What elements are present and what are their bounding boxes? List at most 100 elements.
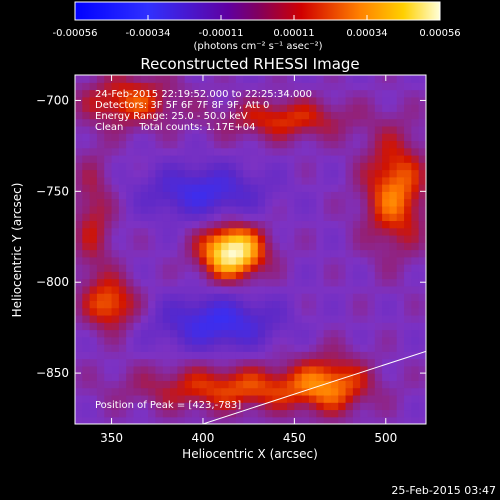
heatmap-cell (177, 89, 186, 98)
heatmap-cell (155, 242, 164, 251)
heatmap-cell (272, 234, 281, 243)
heatmap-cell (404, 198, 412, 207)
heatmap-cell (89, 351, 98, 360)
heatmap-cell (140, 380, 149, 389)
heatmap-cell (82, 118, 91, 127)
heatmap-cell (213, 278, 222, 287)
heatmap-cell (382, 133, 391, 142)
heatmap-cell (104, 278, 113, 287)
heatmap-cell (162, 234, 171, 243)
heatmap-cell (104, 264, 113, 272)
heatmap-cell (126, 358, 135, 367)
heatmap-cell (330, 271, 339, 280)
heatmap-cell (177, 220, 186, 229)
heatmap-cell (177, 373, 186, 381)
heatmap-cell (404, 336, 412, 345)
heatmap-cell (294, 365, 303, 374)
heatmap-cell (360, 329, 369, 338)
heatmap-cell (140, 402, 149, 411)
heatmap-cell (155, 89, 164, 98)
heatmap-cell (199, 300, 208, 309)
heatmap-cell (199, 322, 208, 331)
heatmap-cell (206, 205, 215, 214)
heatmap-cell (111, 213, 120, 222)
heatmap-cell (140, 314, 149, 323)
peak-position-label: Position of Peak = [423,-783] (95, 400, 241, 411)
heatmap-cell (287, 307, 295, 316)
heatmap-cell (382, 365, 391, 374)
heatmap-cell (213, 162, 222, 171)
heatmap-cell (192, 278, 200, 287)
heatmap-cell (396, 249, 405, 258)
heatmap-cell (184, 227, 193, 236)
heatmap-cell (360, 307, 369, 316)
heatmap-cell (316, 118, 325, 127)
colorbar-tick-label: 0.00056 (419, 28, 460, 39)
heatmap-cell (148, 96, 157, 105)
heatmap-cell (360, 344, 369, 352)
heatmap-cell (111, 380, 120, 389)
heatmap-cell (272, 213, 281, 222)
heatmap-cell (111, 271, 120, 280)
heatmap-cell (213, 380, 222, 389)
heatmap-cell (257, 307, 266, 316)
heatmap-cell (330, 125, 339, 134)
heatmap-cell (133, 365, 142, 374)
heatmap-cell (382, 191, 391, 200)
heatmap-cell (148, 387, 157, 396)
heatmap-cell (126, 169, 135, 178)
heatmap-cell (243, 213, 252, 222)
heatmap-cell (82, 191, 91, 200)
heatmap-cell (184, 416, 193, 424)
heatmap-cell (279, 242, 288, 251)
heatmap-cell (418, 249, 426, 258)
heatmap-cell (345, 184, 354, 192)
heatmap-cell (243, 365, 252, 374)
heatmap-cell (345, 104, 354, 112)
heatmap-cell (265, 234, 274, 243)
heatmap-cell (213, 220, 222, 229)
heatmap-cell (162, 380, 171, 389)
heatmap-cell (323, 351, 332, 360)
heatmap-cell (404, 213, 412, 222)
heatmap-cell (228, 82, 237, 91)
heatmap-cell (118, 365, 127, 374)
heatmap-cell (177, 118, 186, 127)
heatmap-cell (338, 307, 347, 316)
heatmap-cell (250, 380, 259, 389)
heatmap-cell (287, 249, 295, 258)
heatmap-cell (140, 154, 149, 163)
heatmap-cell (111, 322, 120, 331)
heatmap-cell (96, 140, 105, 149)
heatmap-cell (199, 351, 208, 360)
heatmap-cell (213, 213, 222, 222)
heatmap-cell (389, 154, 398, 163)
heatmap-cell (345, 387, 354, 396)
heatmap-cell (352, 285, 361, 294)
heatmap-cell (250, 336, 259, 345)
heatmap-cell (96, 416, 105, 424)
heatmap-cell (345, 278, 354, 287)
heatmap-cell (148, 234, 157, 243)
heatmap-cell (265, 220, 274, 229)
heatmap-cell (75, 271, 83, 280)
heatmap-cell (162, 169, 171, 178)
heatmap-cell (287, 220, 295, 229)
heatmap-cell (133, 82, 142, 91)
heatmap-cell (170, 89, 178, 98)
heatmap-cell (170, 75, 178, 83)
heatmap-cell (199, 184, 208, 192)
heatmap-cell (184, 314, 193, 323)
heatmap-cell (301, 307, 310, 316)
heatmap-cell (75, 293, 83, 301)
heatmap-cell (250, 234, 259, 243)
heatmap-cell (330, 307, 339, 316)
heatmap-cell (389, 75, 398, 83)
heatmap-cell (170, 213, 178, 222)
heatmap-cell (418, 140, 426, 149)
heatmap-cell (418, 329, 426, 338)
heatmap-cell (418, 169, 426, 178)
heatmap-cell (360, 373, 369, 381)
heatmap-cell (265, 213, 274, 222)
heatmap-cell (213, 271, 222, 280)
